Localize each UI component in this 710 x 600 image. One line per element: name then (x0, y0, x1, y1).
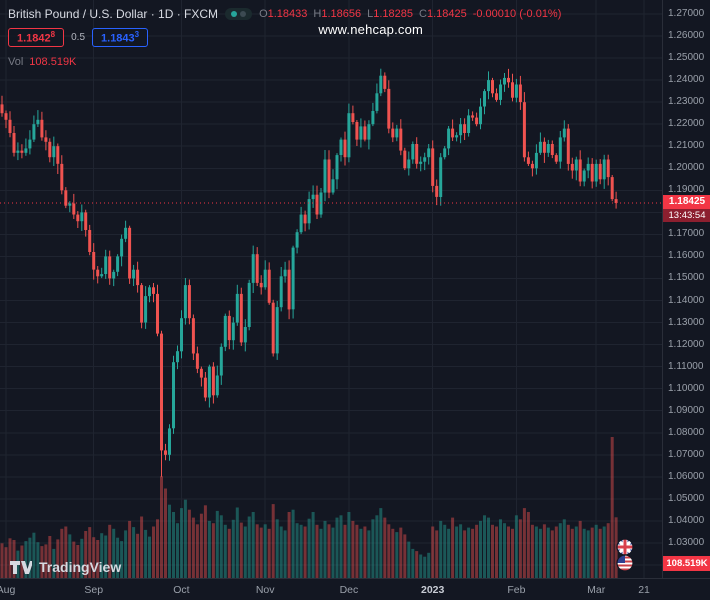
market-open-dot-icon (231, 11, 238, 17)
close-value: 1.18425 (426, 8, 467, 20)
price-tick: 1.21000 (668, 140, 705, 152)
time-axis[interactable]: Aug Sep Oct Nov Dec 2023 Feb Mar 21 (0, 578, 710, 600)
price-tick: 1.14000 (668, 294, 705, 306)
low-label: L (367, 8, 374, 20)
spread-value: 0.5 (71, 31, 86, 43)
price-tick: 1.20000 (668, 162, 705, 174)
tradingview-logo-icon (10, 560, 32, 574)
candlestick-chart (0, 0, 662, 578)
price-tick: 1.25000 (668, 52, 705, 64)
time-tick: 2023 (421, 584, 445, 596)
time-tick: Oct (173, 584, 190, 596)
price-tick: 1.24000 (668, 74, 705, 86)
high-label: H (313, 8, 322, 20)
price-tick: 1.09000 (668, 404, 705, 416)
price-tick: 1.27000 (668, 8, 705, 19)
time-tick: 21 (638, 584, 650, 596)
current-price-value: 1.18425 (663, 194, 710, 209)
volume-axis-label: 108.519K (663, 556, 710, 571)
price-tick: 1.26000 (668, 30, 705, 42)
usd-flag-icon (617, 555, 633, 571)
price-tick: 1.17000 (668, 228, 705, 240)
symbol-title[interactable]: British Pound / U.S. Dollar · 1D · FXCM (8, 7, 219, 21)
price-axis[interactable]: 1.18425 13:43:54 108.519K 1.27000 1.26000… (662, 0, 710, 578)
watermark-text: www.nehcap.com (318, 22, 424, 37)
change-value: -0.00010 (-0.01%) (472, 8, 562, 20)
chart-canvas[interactable]: www.nehcap.com British Pound / U.S. Doll… (0, 0, 662, 578)
price-tick: 1.22000 (668, 118, 705, 130)
open-label: O (259, 8, 268, 20)
open-value: 1.18433 (267, 8, 308, 20)
price-tick: 1.16000 (668, 250, 705, 262)
status-pill[interactable] (225, 8, 253, 20)
price-tick: 1.13000 (668, 316, 705, 328)
current-price-label[interactable]: 1.18425 13:43:54 (663, 194, 710, 222)
price-tick: 1.15000 (668, 272, 705, 284)
sell-bid-button[interactable]: 1.18428 (8, 28, 65, 47)
time-tick: Nov (255, 584, 275, 596)
tradingview-logo-text: TradingView (39, 559, 122, 575)
close-label: C (419, 8, 427, 20)
low-value: 1.18285 (373, 8, 413, 20)
symbol-flags (616, 538, 634, 572)
time-tick: Feb (507, 584, 526, 596)
time-tick: Mar (587, 584, 606, 596)
candlesticks (0, 68, 618, 477)
price-tick: 1.12000 (668, 338, 705, 350)
price-tick: 1.07000 (668, 448, 705, 460)
price-tick: 1.19000 (668, 184, 705, 196)
high-value: 1.18656 (321, 8, 362, 20)
time-tick: Sep (84, 584, 104, 596)
price-tick: 1.03000 (668, 536, 705, 548)
buy-ask-button[interactable]: 1.18433 (92, 28, 149, 47)
secondary-dot-icon (240, 11, 247, 17)
price-tick: 1.11000 (668, 360, 704, 372)
ohlc-values: O1.18433 H1.18656 L1.18285 C1.18425 -0.0… (259, 8, 561, 20)
grid-lines (0, 0, 662, 578)
volume-indicator-label[interactable]: Vol (8, 55, 24, 68)
price-tick: 1.10000 (668, 382, 705, 394)
chart-legend: British Pound / U.S. Dollar · 1D · FXCM … (8, 7, 561, 68)
price-tick: 1.05000 (668, 492, 705, 504)
bar-countdown: 13:43:54 (663, 208, 710, 222)
volume-bars (0, 437, 618, 578)
time-tick: Aug (0, 584, 16, 596)
price-tick: 1.08000 (668, 426, 705, 438)
price-tick: 1.23000 (668, 96, 705, 108)
time-tick: Dec (339, 584, 359, 596)
price-tick: 1.04000 (668, 514, 705, 526)
tradingview-logo[interactable]: TradingView (10, 559, 121, 575)
price-tick: 1.06000 (668, 470, 705, 482)
volume-indicator-value: 108.519K (29, 55, 77, 68)
